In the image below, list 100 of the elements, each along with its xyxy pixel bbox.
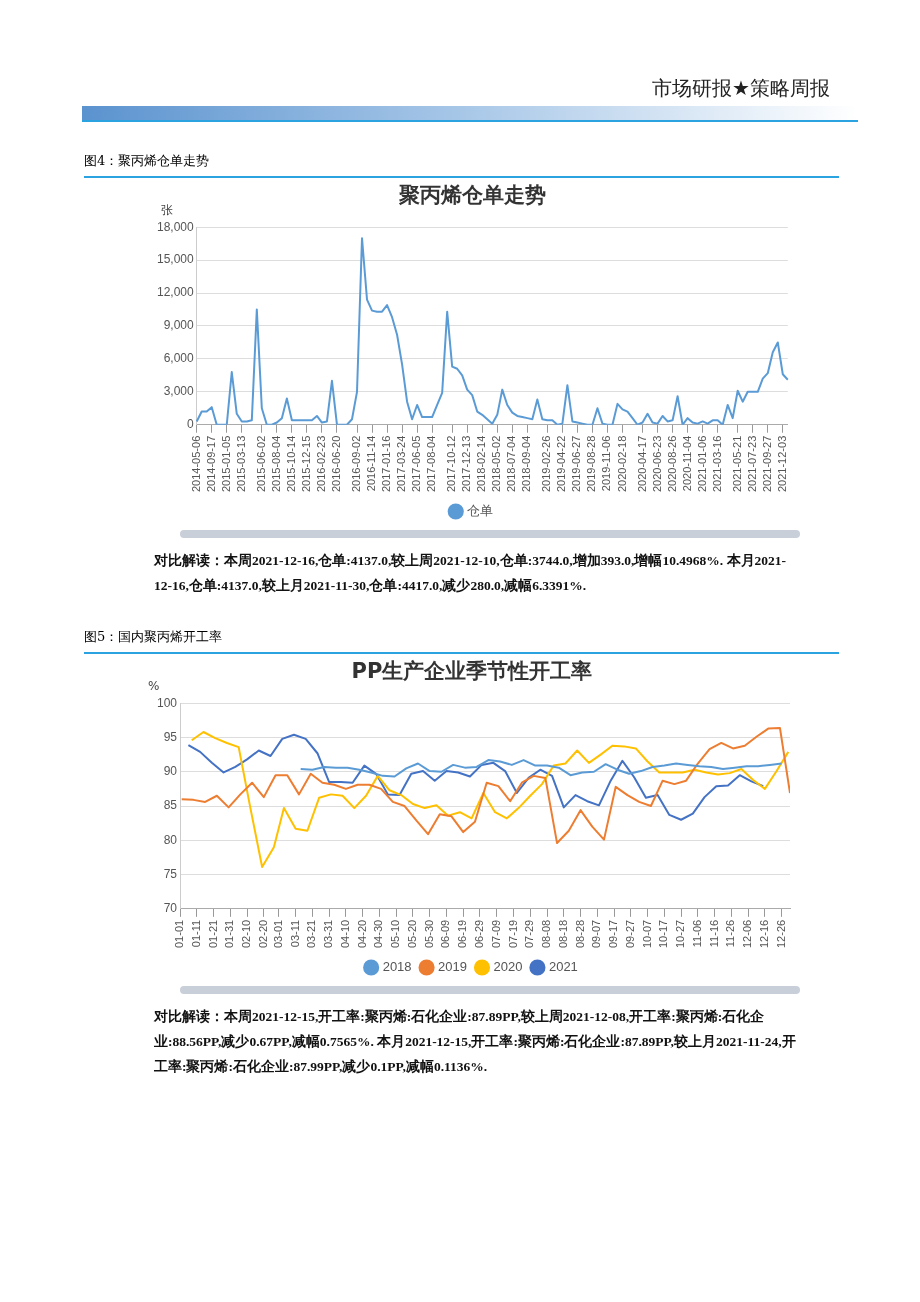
x-tick-label: 07-19 — [506, 919, 519, 949]
y-tick-label: 85 — [163, 798, 178, 813]
x-tick-label: 2018-02-14 — [475, 435, 488, 493]
x-tick-label: 2021-05-21 — [730, 435, 743, 493]
x-tick-label: 2019-06-27 — [570, 435, 583, 493]
caption: 图4：聚丙烯仓单走势 — [84, 152, 211, 170]
x-tick-label: 05-20 — [405, 919, 418, 949]
y-tick-label: 15,000 — [157, 252, 195, 267]
x-tick-label: 01-01 — [173, 919, 186, 949]
x-tick-label: 2019-11-06 — [600, 435, 613, 492]
y-tick-label: 100 — [156, 695, 178, 710]
x-tick-label: 04-30 — [372, 919, 385, 949]
y-tick-label: 9,000 — [163, 318, 195, 333]
x-tick-label: 2015-12-15 — [299, 435, 312, 493]
y-tick-label: 80 — [163, 832, 178, 847]
chart-title: PP生产企业季节性开工率 — [351, 659, 593, 684]
text: 对比解读：本周2021-12-15,开工率:聚丙烯:石化企业:87.89PP,较上周2021-12-08,开工率:聚丙烯:石化企业:88.56PP,减少0.67PP,减幅0.7565%. 本月2021-12-15,开工率:聚丙烯:石化企业:87.89PP,较上月2021-11-24,开工率:聚丙烯:石化企业:87.99PP,减少0.1PP,减幅0.1136%. — [154, 1008, 797, 1076]
x-tick-label: 2019-02-26 — [540, 435, 553, 493]
x-tick-label: 03-11 — [288, 919, 301, 948]
x-tick-label: 2020-04-17 — [635, 435, 648, 493]
x-tick-label: 07-09 — [489, 919, 502, 949]
x-tick-label: 2015-06-02 — [254, 435, 267, 493]
x-tick-label: 08-08 — [540, 919, 553, 949]
x-tick-label: 12-16 — [757, 919, 770, 949]
x-tick-label: 03-01 — [271, 919, 284, 949]
x-tick-label: 04-20 — [355, 919, 368, 949]
x-tick-label: 2016-06-20 — [329, 435, 342, 493]
x-tick-label: 12-06 — [741, 919, 754, 949]
x-tick-label: 08-18 — [556, 919, 569, 949]
legend-label: 2021 — [548, 959, 578, 975]
x-tick-label: 2017-10-12 — [445, 435, 458, 493]
x-tick-label: 2017-01-16 — [380, 435, 393, 493]
x-tick-label: 2015-03-13 — [234, 435, 247, 493]
x-tick-label: 11-06 — [690, 919, 703, 948]
y-tick-label: 18,000 — [157, 219, 195, 234]
y-tick-label: 0 — [187, 417, 195, 432]
x-tick-label: 2020-06-23 — [650, 435, 663, 493]
legend-label: 仓单 — [467, 503, 494, 519]
y-axis-title: 张 — [160, 203, 173, 218]
x-tick-label: 11-16 — [707, 919, 720, 948]
x-tick-label: 10-07 — [640, 919, 653, 949]
x-tick-label: 02-20 — [256, 919, 269, 949]
x-tick-label: 2018-07-04 — [505, 435, 518, 493]
x-tick-label: 2017-08-04 — [425, 435, 438, 493]
x-tick-label: 2020-08-26 — [665, 435, 678, 493]
x-tick-label: 2015-01-05 — [219, 435, 232, 493]
x-tick-label: 2020-11-04 — [680, 435, 693, 492]
x-tick-label: 09-17 — [607, 919, 620, 949]
x-tick-label: 2018-09-04 — [520, 435, 533, 493]
x-tick-label: 06-19 — [456, 919, 469, 949]
x-tick-label: 2014-09-17 — [204, 435, 217, 493]
x-tick-label: 10-17 — [657, 919, 670, 949]
x-tick-label: 2021-03-16 — [710, 435, 723, 493]
x-tick-label: 2021-01-06 — [695, 435, 708, 493]
x-tick-label: 08-28 — [573, 919, 586, 949]
x-tick-label: 09-27 — [623, 919, 636, 949]
x-tick-label: 01-21 — [206, 919, 219, 949]
x-tick-label: 2017-03-24 — [395, 435, 408, 493]
x-tick-label: 12-26 — [774, 919, 787, 949]
x-tick-label: 10-27 — [674, 919, 687, 949]
x-tick-label: 07-29 — [523, 919, 536, 949]
x-tick-label: 01-31 — [223, 919, 236, 949]
x-tick-label: 2020-02-18 — [615, 435, 628, 493]
x-tick-label: 2021-09-27 — [760, 435, 773, 493]
chart-title: 聚丙烯仓单走势 — [397, 183, 546, 208]
x-tick-label: 2016-11-14 — [365, 435, 378, 492]
x-tick-label: 03-31 — [322, 919, 335, 949]
x-tick-label: 02-10 — [240, 919, 253, 949]
x-tick-label: 01-11 — [189, 919, 202, 948]
y-tick-label: 75 — [163, 866, 178, 881]
caption: 图5：国内聚丙烯开工率 — [84, 628, 224, 646]
x-tick-label: 2015-08-04 — [269, 435, 282, 493]
legend-label: 2018 — [382, 959, 412, 975]
x-tick-label: 2019-04-22 — [555, 435, 568, 493]
x-tick-label: 2017-06-05 — [410, 435, 423, 493]
y-tick-label: 95 — [163, 729, 178, 744]
x-tick-label: 2015-10-14 — [284, 435, 297, 493]
y-axis-title: % — [148, 679, 160, 694]
x-tick-label: 11-26 — [724, 919, 737, 948]
x-tick-label: 2018-05-02 — [490, 435, 503, 493]
x-tick-label: 2016-02-23 — [314, 435, 327, 493]
x-tick-label: 2016-09-02 — [350, 435, 363, 493]
y-tick-label: 6,000 — [163, 351, 195, 366]
x-tick-label: 05-10 — [389, 919, 402, 949]
text: 对比解读：本周2021-12-16,仓单:4137.0,较上周2021-12-10,仓单:3744.0,增加393.0,增幅10.4968%. 本月2021-12-16,仓单:4137.0,较上月2021-11-30,仓单:4417.0,减少280.0,减幅6.3391%. — [154, 552, 788, 595]
text: 市场研报★策略周报 — [651, 75, 831, 102]
x-tick-label: 09-07 — [590, 919, 603, 949]
x-tick-label: 03-21 — [305, 919, 318, 949]
y-tick-label: 90 — [163, 764, 178, 779]
x-tick-label: 05-30 — [422, 919, 435, 949]
legend-label: 2020 — [493, 959, 523, 975]
x-tick-label: 2014-05-06 — [189, 435, 202, 493]
y-tick-label: 70 — [163, 901, 178, 916]
x-tick-label: 2021-07-23 — [745, 435, 758, 493]
x-tick-label: 04-10 — [338, 919, 351, 949]
x-tick-label: 06-09 — [439, 919, 452, 949]
x-tick-label: 2017-12-13 — [460, 435, 473, 493]
legend-label: 2019 — [438, 959, 467, 975]
y-tick-label: 12,000 — [157, 285, 195, 300]
x-tick-label: 06-29 — [473, 919, 486, 949]
